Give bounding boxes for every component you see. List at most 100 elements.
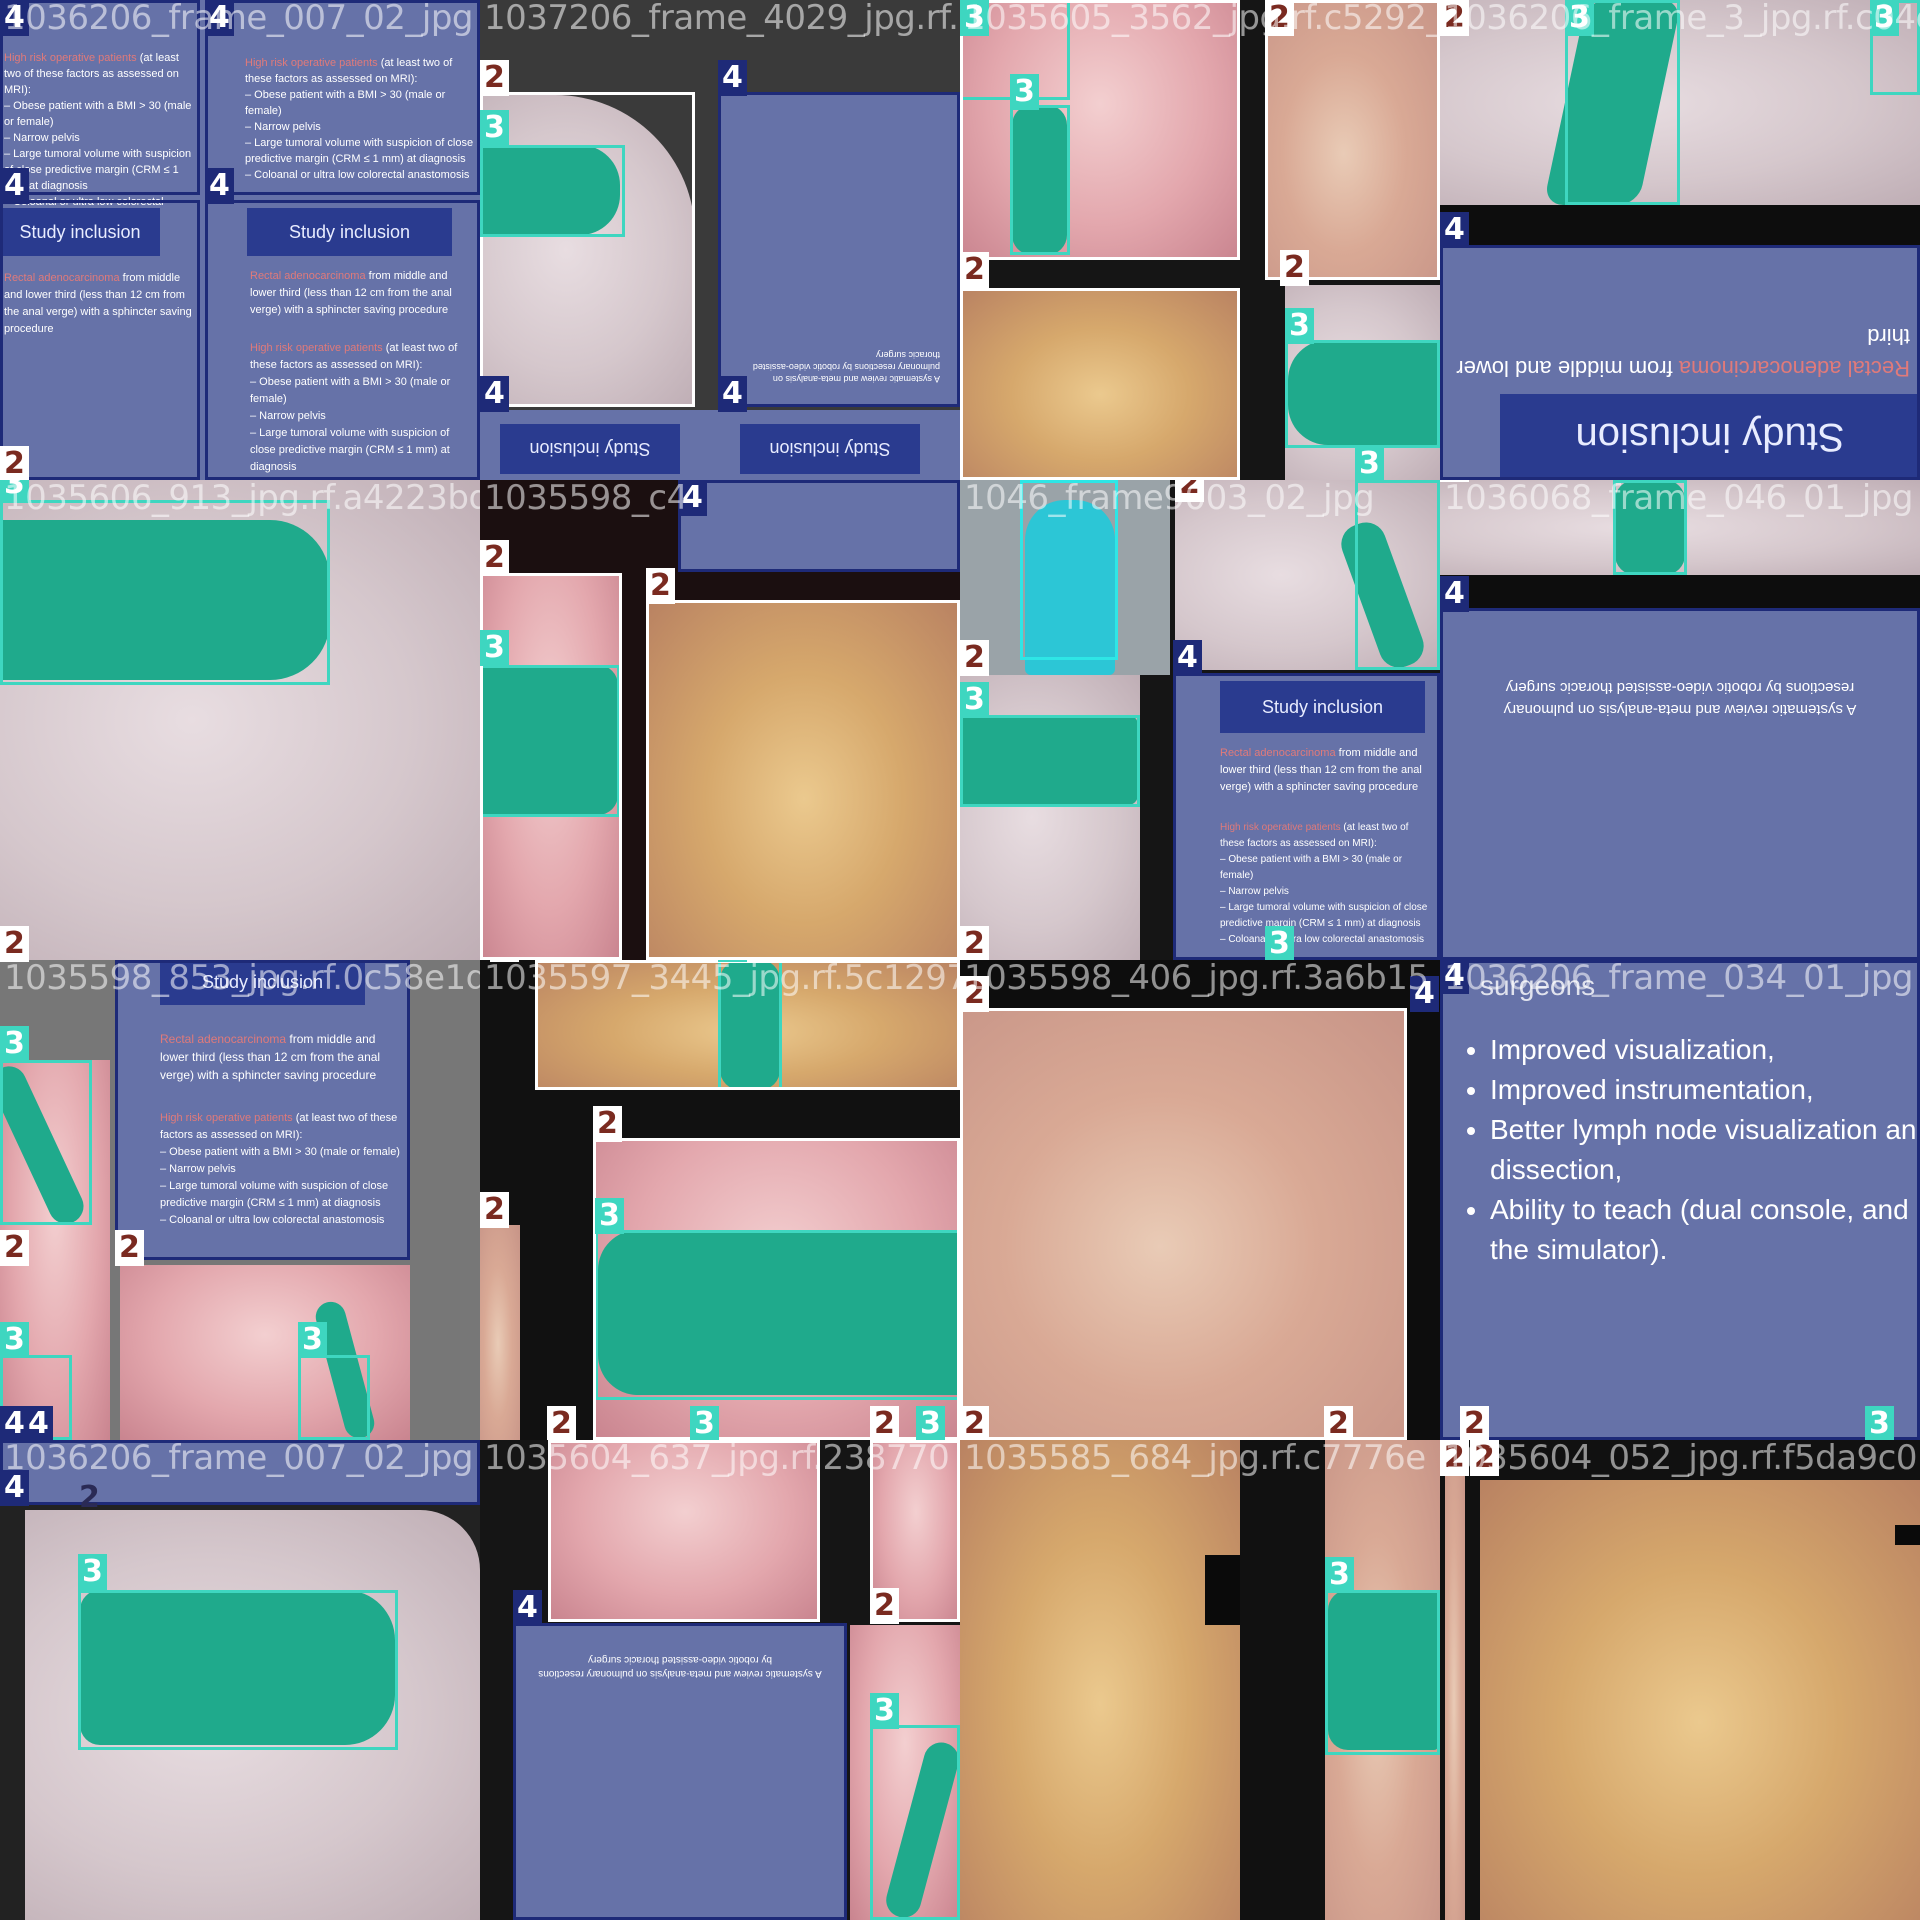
class-label: 2: [1280, 250, 1309, 286]
class-label: 4: [1173, 640, 1202, 676]
class-label: 2: [547, 1406, 576, 1440]
bbox-class-2: [480, 573, 622, 960]
surgical-image: [550, 1440, 820, 1620]
mosaic-tile-3: 1035605_3562_jpg.rf.c5292_043c4 3 3 2 2 …: [960, 0, 1440, 480]
class-label: 3: [78, 1554, 107, 1590]
class-label: 4: [0, 0, 29, 36]
class-label: 4: [0, 168, 29, 204]
bbox-class-2: [593, 1138, 960, 1440]
class-label: 2: [1440, 480, 1469, 482]
surgical-instrument: [720, 960, 780, 1090]
bbox-class-4: [513, 1623, 847, 1920]
surgical-instrument: [960, 715, 1138, 805]
class-label: 3: [1355, 446, 1384, 480]
class-label: 4: [480, 376, 509, 412]
mosaic-tile-7: 1046_frame9003_02_jpg 1 3 2 2 Study incl…: [960, 480, 1440, 960]
class-label: 3: [0, 480, 29, 502]
bbox-class-3: [1355, 480, 1440, 670]
bbox-class-3: [0, 500, 330, 685]
class-label: 2: [960, 1406, 989, 1440]
class-label: 1: [1020, 480, 1049, 482]
mosaic-tile-14: 1035604_637_jpg.rf.238770 2 A systematic…: [480, 1440, 960, 1920]
mosaic-tile-6: 1035598_c4 4 3 2 2: [480, 480, 960, 960]
tile-filename: 1035598_c4: [484, 480, 688, 518]
bbox-class-4: [1440, 960, 1920, 1440]
class-label: 2: [535, 960, 564, 962]
surgical-image: [960, 1440, 1240, 1920]
class-label: 3: [1285, 308, 1314, 344]
surgical-instrument: [0, 520, 330, 680]
bbox-class-2: [1265, 0, 1440, 280]
surgical-instrument: [1615, 480, 1685, 575]
bbox-class-4: [205, 200, 480, 480]
class-label: 3: [1565, 0, 1594, 36]
bbox-class-3: [78, 1590, 398, 1750]
class-label: 3: [480, 630, 509, 666]
class-label: 2: [960, 926, 989, 960]
bbox-class-3: [1325, 1590, 1440, 1755]
class-label: 3: [0, 1322, 29, 1358]
class-label: 3: [1010, 74, 1039, 110]
class-label: 2: [960, 640, 989, 676]
bbox-class-4: [1440, 245, 1920, 480]
mosaic-tile-12: 1036206_frame_034_01_jpg surgeons Improv…: [1440, 960, 1920, 1440]
class-label: 3: [916, 1406, 945, 1440]
class-label: 2: [0, 960, 29, 962]
surgical-instrument: [1288, 340, 1440, 445]
surgical-instrument: [598, 1230, 960, 1395]
class-label: 3: [690, 1406, 719, 1440]
surgical-image: [1480, 1480, 1920, 1920]
class-label: 2: [0, 926, 29, 960]
bbox-class-2: [646, 600, 960, 960]
class-label: 2: [1324, 1406, 1353, 1440]
surgical-image: [480, 1225, 520, 1440]
class-label: 3: [718, 960, 747, 962]
surgical-image: [1445, 1440, 1465, 1920]
advantages-list: Improved visualization, Improved instrum…: [1450, 1030, 1920, 1270]
surgical-image: [960, 0, 1240, 260]
class-label: 2: [1460, 1406, 1489, 1440]
slide-image: [0, 1440, 480, 1505]
class-label: 2: [1470, 1440, 1499, 1476]
bbox-class-1: [1020, 480, 1118, 660]
class-label: 4: [1440, 960, 1469, 994]
bbox-class-3: [480, 145, 625, 237]
bbox-class-3: [1010, 105, 1070, 255]
class-label: 2: [1175, 480, 1204, 502]
class-label: 4: [1440, 576, 1469, 612]
bbox-class-2: [960, 1008, 1407, 1440]
class-label: 4: [513, 1590, 542, 1626]
class-label: 2: [646, 568, 675, 604]
bbox-class-3: [1285, 340, 1440, 448]
class-label: 4: [115, 960, 144, 962]
slide-image: High risk operative patients (at least t…: [205, 0, 480, 195]
bbox-class-2: [548, 1440, 820, 1622]
surgical-image: [960, 290, 1240, 480]
class-label: 2: [480, 60, 509, 96]
surgical-instrument: [1012, 105, 1067, 255]
bbox-class-2: [870, 1440, 960, 1622]
mosaic-tile-15: 1035585_684_jpg.rf.c7776e 3: [960, 1440, 1440, 1920]
surgical-instrument: [480, 145, 620, 235]
class-label: 2: [960, 976, 989, 1012]
class-label: 4: [0, 1470, 29, 1506]
mosaic-tile-11: 1035598_406_jpg.rf.3a6b15 2 2 2 4: [960, 960, 1440, 1440]
surgical-image: [1440, 0, 1920, 205]
bbox-class-2: [480, 92, 695, 407]
bbox-class-3: [0, 1060, 92, 1225]
class-label: 2: [480, 1192, 509, 1228]
surgical-instrument: [480, 665, 618, 815]
class-label: 2: [960, 252, 989, 288]
bbox-class-4: [115, 960, 410, 1260]
mosaic-tile-2: 1037206_frame_4029_jpg.rf. 2 3 A systema…: [480, 0, 960, 480]
bbox-class-3: [1565, 0, 1680, 205]
class-label: 3: [1613, 480, 1642, 482]
class-label: 2: [1440, 1440, 1469, 1476]
mosaic-tile-1: 1036206_frame_007_02_jpg High risk opera…: [0, 0, 480, 480]
slide-image: Study inclusion Rectal adenocarcinoma fr…: [1175, 675, 1440, 960]
class-label: 4: [1440, 212, 1469, 248]
class-label: 4: [1410, 976, 1439, 1012]
class-label: 2: [593, 1106, 622, 1142]
class-label: 3: [480, 110, 509, 146]
surgical-image: [1265, 0, 1440, 280]
